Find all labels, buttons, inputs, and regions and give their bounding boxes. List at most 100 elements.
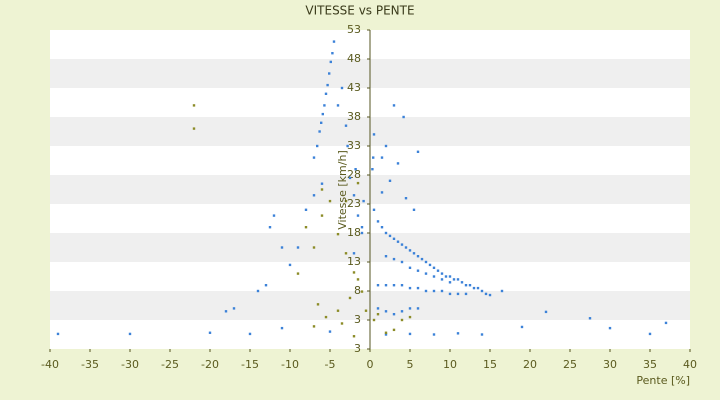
point: [388, 234, 392, 238]
point: [324, 315, 328, 319]
point: [346, 144, 349, 148]
point: [316, 144, 319, 148]
point: [608, 326, 612, 330]
point: [400, 260, 404, 264]
point: [420, 257, 424, 261]
point: [348, 176, 352, 180]
point: [372, 133, 376, 136]
point: [392, 284, 396, 287]
point: [400, 243, 404, 246]
point: [356, 278, 360, 281]
y-tick-label: 53: [347, 23, 361, 36]
point: [416, 307, 420, 310]
point: [404, 197, 408, 200]
point: [408, 249, 412, 252]
point: [360, 226, 364, 229]
point: [328, 330, 332, 333]
point: [296, 246, 300, 249]
point: [318, 130, 321, 133]
point: [452, 278, 456, 281]
point: [328, 199, 332, 203]
x-tick-label: -5: [325, 358, 336, 371]
point: [371, 168, 374, 171]
point: [380, 226, 384, 229]
point: [456, 332, 460, 335]
point: [456, 278, 460, 281]
point: [384, 144, 388, 148]
point: [480, 289, 484, 293]
point: [323, 104, 326, 107]
point: [396, 162, 400, 165]
point: [432, 266, 436, 269]
y-tick-label: 8: [354, 284, 361, 297]
point: [444, 275, 448, 278]
point: [664, 321, 668, 325]
x-tick-label: -30: [121, 358, 139, 371]
point: [396, 240, 400, 243]
point: [352, 271, 356, 274]
point: [312, 194, 316, 197]
point: [392, 328, 396, 332]
point: [312, 156, 316, 159]
point: [480, 333, 484, 336]
point: [208, 331, 212, 334]
point: [402, 115, 405, 119]
point: [356, 214, 360, 217]
point: [128, 332, 132, 336]
point: [296, 272, 300, 275]
point: [408, 315, 412, 319]
point: [192, 127, 196, 130]
point: [376, 284, 380, 287]
point: [520, 325, 524, 329]
chart-title: VITESSE vs PENTE: [305, 4, 414, 18]
point: [416, 255, 420, 258]
point: [336, 104, 340, 107]
point: [360, 290, 364, 293]
point: [344, 124, 348, 127]
point: [320, 121, 323, 124]
point: [331, 52, 334, 55]
point: [324, 92, 328, 95]
point: [326, 83, 329, 87]
point: [380, 156, 384, 159]
point: [440, 289, 444, 293]
point: [412, 252, 416, 255]
point: [372, 156, 375, 159]
point: [320, 182, 324, 185]
point: [376, 220, 380, 223]
x-tick-label: -15: [241, 358, 259, 371]
point: [280, 246, 284, 249]
point: [544, 310, 548, 314]
point: [384, 310, 388, 313]
point: [344, 252, 348, 255]
point: [392, 237, 396, 240]
y-tick-label: 43: [347, 81, 361, 94]
point: [384, 284, 388, 287]
point: [328, 72, 331, 75]
point: [380, 191, 384, 194]
x-tick-label: 25: [563, 358, 577, 371]
point: [332, 40, 336, 43]
point: [336, 232, 340, 236]
point: [384, 331, 388, 334]
point: [428, 263, 432, 267]
y-tick-label: 3: [354, 313, 361, 326]
point: [416, 286, 420, 290]
point: [424, 260, 428, 264]
point: [376, 313, 380, 316]
point: [472, 286, 476, 290]
point: [500, 289, 504, 293]
point: [408, 332, 412, 336]
point: [352, 252, 356, 255]
point: [268, 226, 272, 229]
x-tick-label: 15: [483, 358, 497, 371]
y-tick-label: 13: [347, 255, 361, 268]
point: [360, 231, 364, 235]
x-tick-label: -25: [161, 358, 179, 371]
point: [320, 214, 324, 217]
y-tick-label: 33: [347, 139, 361, 152]
point: [408, 266, 412, 269]
point: [340, 86, 344, 90]
y-tick-label: 23: [347, 197, 361, 210]
